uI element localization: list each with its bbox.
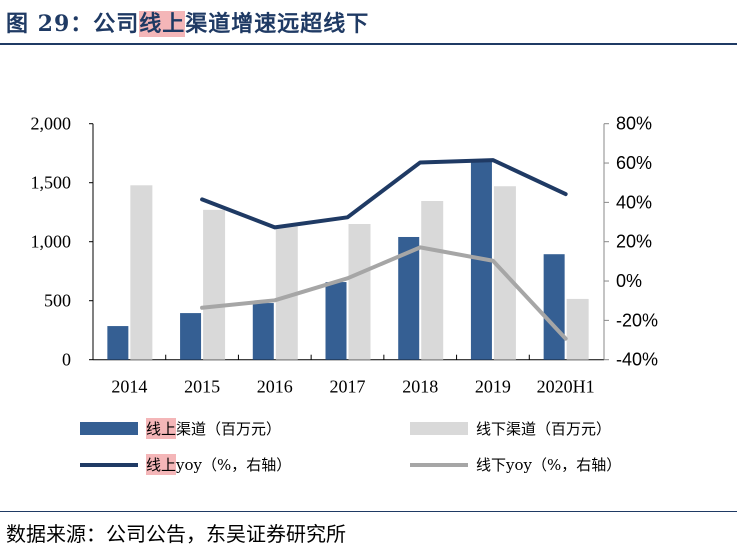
legend-offline-line: 线下yoy（%，右轴） — [410, 454, 621, 475]
left-tick-label: 1,500 — [31, 173, 72, 193]
right-tick-label: 20% — [616, 232, 652, 252]
bar-offline — [130, 185, 153, 360]
bar-offline — [421, 200, 444, 360]
right-tick-label: 0% — [616, 271, 642, 291]
bar-offline — [348, 224, 371, 360]
legend-online-bar: 线上 渠道（百万元） — [80, 418, 281, 439]
legend-label: 线下yoy（%，右轴） — [476, 456, 622, 474]
title-rule — [0, 43, 737, 45]
legend-label-hl: 线上 — [146, 418, 177, 439]
bar-online — [398, 236, 420, 360]
x-tick-label: 2016 — [257, 377, 293, 397]
title-prefix: 图 29：公司 — [6, 11, 140, 37]
figure-title: 图 29：公司线上渠道增速远超线下 — [6, 6, 369, 38]
bar-offline — [203, 209, 226, 360]
right-tick-label: -20% — [616, 310, 658, 330]
right-tick-label: 40% — [616, 192, 652, 212]
x-tick-label: 2019 — [475, 377, 511, 397]
right-tick-label: 60% — [616, 153, 652, 173]
left-tick-label: 500 — [44, 291, 71, 311]
right-tick-label: 80% — [616, 114, 652, 134]
bar-online — [107, 326, 129, 360]
legend-swatch — [410, 462, 468, 467]
legend-offline-bar: 线下渠道（百万元） — [410, 418, 611, 439]
line-online-yoy — [200, 158, 568, 230]
bar-online — [325, 282, 347, 360]
title-highlight: 线上 — [139, 11, 186, 37]
x-tick-label: 2015 — [184, 377, 220, 397]
line-offline-yoy — [200, 245, 568, 341]
legend-swatch — [80, 422, 138, 435]
x-tick-label: 2018 — [402, 377, 438, 397]
legend-swatch — [410, 422, 468, 435]
left-tick-label: 0 — [62, 350, 71, 370]
legend-label: 线下渠道（百万元） — [476, 420, 612, 438]
bar-online — [543, 254, 565, 360]
right-tick-label: -40% — [616, 350, 658, 370]
bar-online — [252, 303, 274, 360]
bar-online — [180, 313, 202, 360]
legend-label-hl: 线上 — [146, 454, 177, 475]
legend-online-line: 线上 yoy（%，右轴） — [80, 454, 291, 475]
x-tick-label: 2014 — [111, 377, 147, 397]
source-note: 数据来源：公司公告，东吴证券研究所 — [6, 522, 346, 546]
source-rule — [0, 511, 737, 512]
left-tick-label: 2,000 — [31, 114, 72, 134]
bar-offline — [275, 226, 298, 360]
title-suffix: 渠道增速远超线下 — [185, 11, 370, 37]
x-tick-label: 2020H1 — [537, 377, 595, 397]
legend-swatch — [80, 462, 138, 467]
chart: 0 500 1,000 1,500 2,000 -40% -20% 0% 20% 40% 60% 80… — [31, 114, 659, 397]
legend-label: 渠道（百万元） — [176, 420, 282, 438]
x-tick-label: 2017 — [330, 377, 366, 397]
left-tick-label: 1,000 — [31, 232, 72, 252]
legend-label: yoy（%，右轴） — [176, 456, 292, 474]
bar-offline — [566, 298, 589, 360]
